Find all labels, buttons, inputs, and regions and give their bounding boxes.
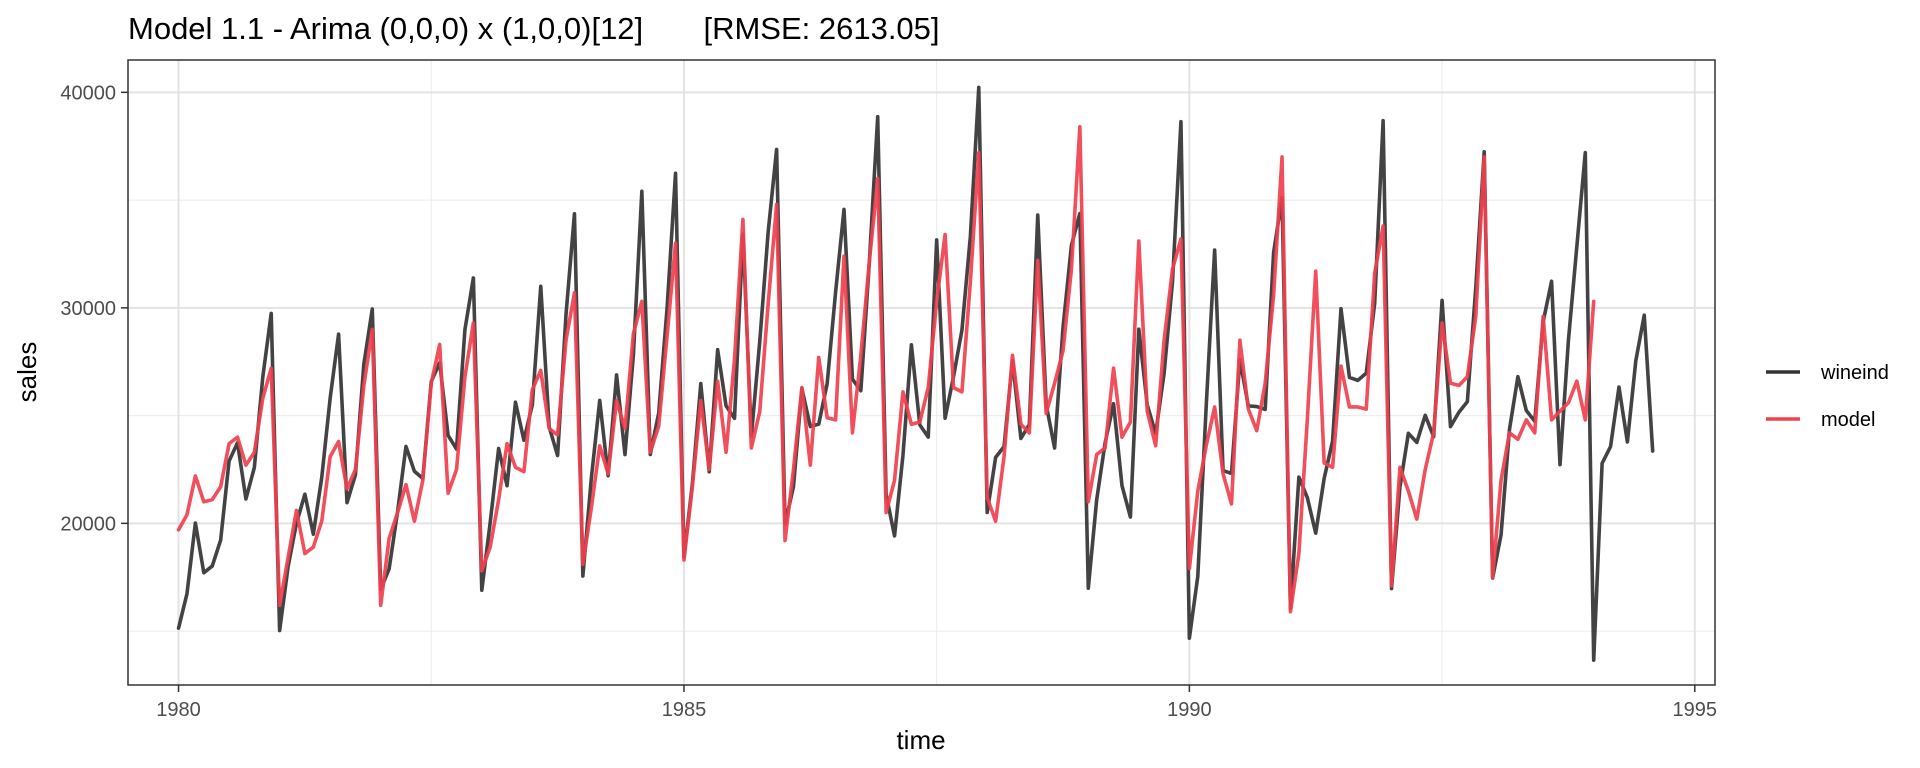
series-line-model	[176, 125, 1596, 614]
y-axis-label: sales	[12, 342, 42, 403]
x-axis-label: time	[896, 725, 945, 755]
legend-label-model: model	[1821, 409, 1875, 431]
legend: wineind model	[1766, 362, 1889, 431]
plot-border	[127, 59, 1716, 686]
x-tick-label: 1995	[1673, 699, 1718, 721]
plot-panel	[127, 59, 1716, 686]
x-axis: 1980 1985 1990 1995	[156, 685, 1717, 721]
y-axis: 20000 30000 40000	[60, 82, 128, 535]
chart-title: Model 1.1 - Arima (0,0,0) x (1,0,0)[12] …	[128, 11, 940, 46]
x-tick-label: 1980	[156, 699, 201, 721]
legend-label-wineind: wineind	[1820, 362, 1889, 384]
y-tick-label: 30000	[60, 298, 116, 320]
y-tick-label: 20000	[60, 513, 116, 535]
x-tick-label: 1985	[662, 699, 707, 721]
x-tick-label: 1990	[1167, 699, 1212, 721]
series-group	[176, 85, 1655, 662]
y-tick-label: 40000	[60, 82, 116, 104]
